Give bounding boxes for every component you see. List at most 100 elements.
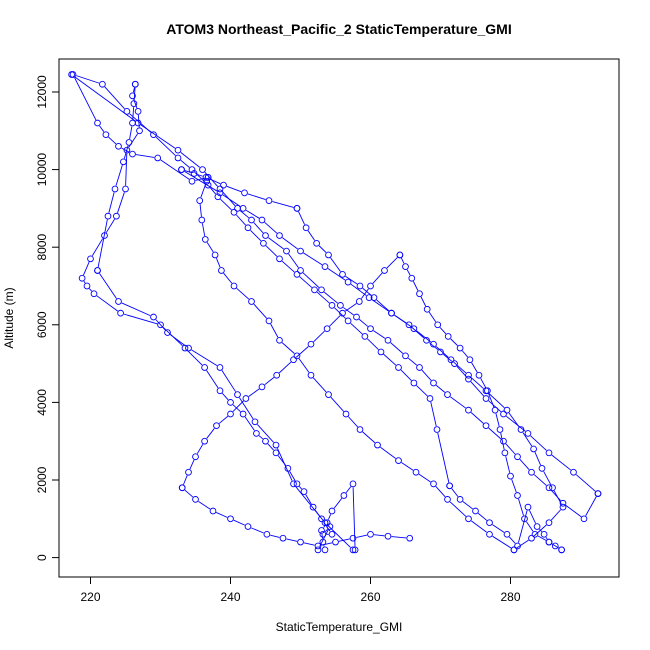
data-point xyxy=(78,274,86,282)
series-segment xyxy=(352,487,356,547)
data-point xyxy=(199,166,206,173)
data-point xyxy=(367,530,374,538)
series-segment xyxy=(270,323,279,338)
series-segment xyxy=(108,136,117,145)
data-point xyxy=(209,507,217,515)
y-axis: 0 2000 4000 6000 8000 10000 12000 xyxy=(35,75,60,561)
data-point xyxy=(227,410,234,418)
data-point xyxy=(430,379,437,387)
data-point xyxy=(433,426,441,433)
data-point xyxy=(328,507,336,515)
data-point xyxy=(510,546,518,554)
series-segment xyxy=(526,521,534,532)
data-point xyxy=(248,216,255,224)
data-point xyxy=(456,496,464,503)
data-point xyxy=(293,480,301,488)
data-point xyxy=(514,542,521,550)
series-segment xyxy=(222,393,229,401)
series-segment xyxy=(184,489,194,498)
data-point xyxy=(227,515,234,523)
data-point xyxy=(465,375,472,383)
data-point xyxy=(402,263,409,270)
series-segment xyxy=(209,178,221,185)
data-point xyxy=(262,232,269,239)
data-point xyxy=(528,468,535,476)
series-segment xyxy=(539,528,543,533)
series-segment xyxy=(128,133,138,148)
data-point xyxy=(339,270,346,278)
data-point xyxy=(319,530,327,538)
series-segment xyxy=(327,268,346,281)
data-point xyxy=(297,538,304,546)
series-segment xyxy=(129,113,152,133)
series-segment xyxy=(132,107,135,120)
series-segment xyxy=(551,543,559,549)
series xyxy=(196,173,518,554)
series-segment xyxy=(345,303,357,312)
data-point xyxy=(204,173,212,181)
series-segment xyxy=(470,377,484,389)
series-segment xyxy=(453,361,467,374)
series-segment xyxy=(155,136,176,156)
series-segment xyxy=(360,288,369,299)
series-segment xyxy=(342,307,354,316)
data-point xyxy=(384,532,392,540)
y-axis-label: Altitude (m) xyxy=(2,287,16,348)
data-point xyxy=(134,108,142,115)
data-point xyxy=(314,546,322,554)
series-segment xyxy=(505,443,516,455)
data-point xyxy=(178,484,186,492)
data-point xyxy=(216,189,224,197)
series-segment xyxy=(216,512,228,518)
data-point xyxy=(381,267,388,274)
data-point xyxy=(349,480,357,488)
series-segment xyxy=(492,524,505,533)
data-point xyxy=(325,251,332,259)
data-point xyxy=(104,212,112,220)
series-segment xyxy=(299,486,302,490)
data-point xyxy=(311,286,318,294)
series-segment xyxy=(329,315,341,327)
series-segment xyxy=(435,384,446,393)
series-segment xyxy=(191,349,218,367)
series-segment xyxy=(488,393,495,408)
series-segment xyxy=(316,291,330,304)
data-point xyxy=(309,503,317,511)
data-point xyxy=(202,173,210,181)
data-point xyxy=(314,542,322,550)
data-point xyxy=(340,492,348,499)
data-point xyxy=(297,267,304,274)
data-point xyxy=(545,538,553,546)
series-segment xyxy=(298,211,306,225)
series-segment xyxy=(129,126,133,140)
series xyxy=(446,482,565,554)
series-segment xyxy=(96,295,119,312)
data-point xyxy=(321,546,329,554)
series-segment xyxy=(223,272,233,284)
data-point xyxy=(514,453,521,461)
data-point xyxy=(465,515,472,523)
series-segment xyxy=(121,147,130,153)
data-point xyxy=(115,298,122,305)
series-segment xyxy=(108,192,115,213)
series-segment xyxy=(281,342,295,354)
series-segment xyxy=(248,388,260,397)
series-segment xyxy=(184,170,191,173)
data-point xyxy=(355,298,363,305)
series-segment xyxy=(83,261,90,276)
series-segment xyxy=(533,474,547,486)
data-point xyxy=(558,546,565,554)
series-segment xyxy=(137,114,140,128)
series-segment xyxy=(412,281,419,291)
data-point xyxy=(273,371,281,379)
data-point xyxy=(263,530,271,538)
data-point xyxy=(258,216,266,224)
series-segment xyxy=(319,529,329,547)
x-tick-label: 260 xyxy=(360,590,380,604)
data-point xyxy=(408,274,416,282)
chart-title: ATOM3 Northeast_Pacific_2 StaticTemperat… xyxy=(166,21,511,37)
series-segment xyxy=(509,536,516,544)
series-segment xyxy=(189,459,195,470)
series-segment xyxy=(314,509,320,517)
data-point xyxy=(465,371,472,379)
